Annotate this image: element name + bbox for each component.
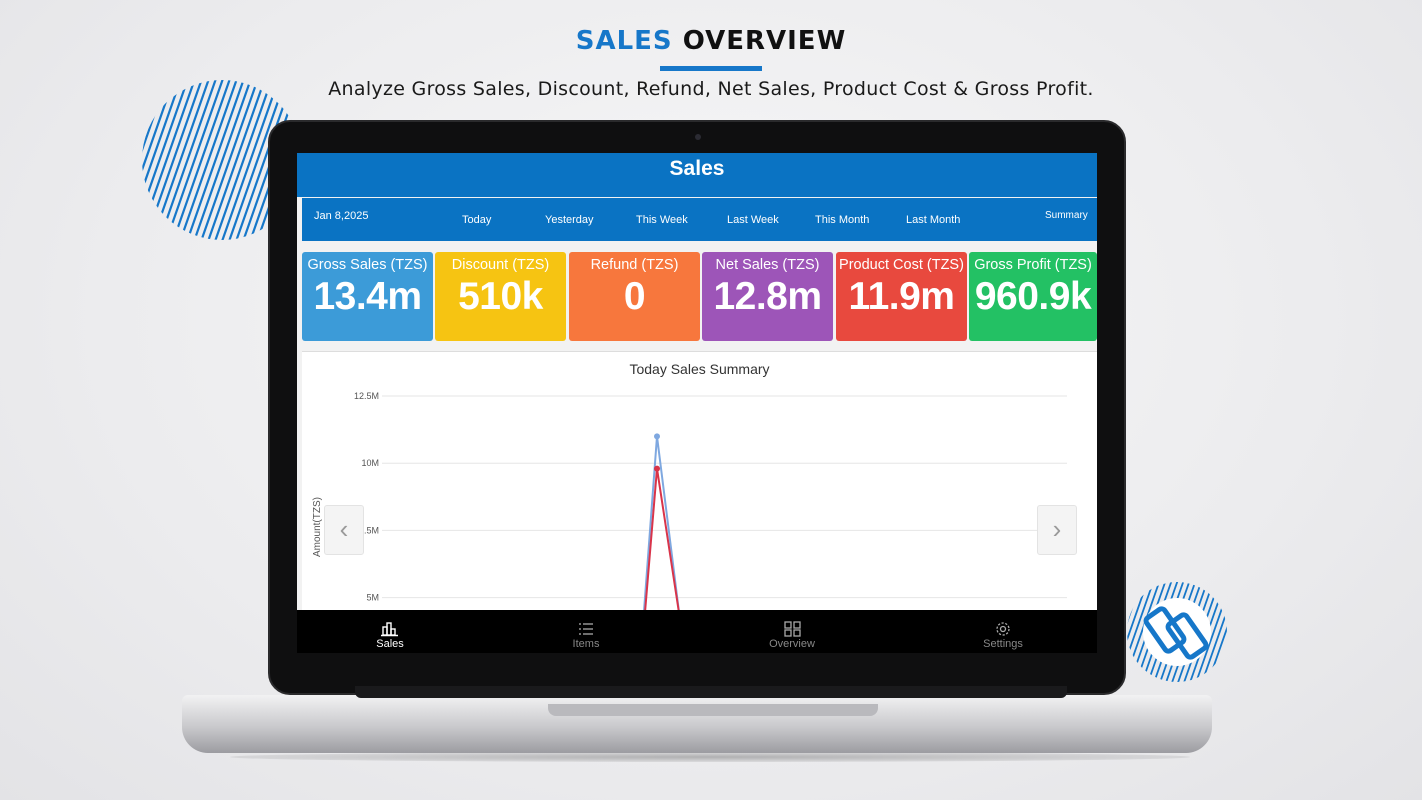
laptop-notch (548, 704, 878, 716)
headline-rest: OVERVIEW (682, 26, 847, 56)
laptop-hinge (355, 686, 1067, 698)
card-value: 13.4m (313, 275, 422, 318)
list-icon (579, 623, 593, 635)
card-discount[interactable]: Discount (TZS) 510k (435, 252, 566, 341)
promo-subtitle: Analyze Gross Sales, Discount, Refund, N… (328, 78, 1094, 100)
tab-this-week[interactable]: This Week (636, 214, 688, 226)
tab-this-month[interactable]: This Month (815, 214, 870, 226)
card-gross-profit[interactable]: Gross Profit (TZS) 960.9k (969, 252, 1097, 341)
card-label: Product Cost (TZS) (839, 257, 964, 273)
tab-yesterday[interactable]: Yesterday (545, 214, 594, 226)
card-value: 510k (458, 275, 543, 318)
headline-accent: SALES (575, 26, 673, 56)
card-product-cost[interactable]: Product Cost (TZS) 11.9m (836, 252, 967, 341)
nav-sales[interactable]: Sales (345, 620, 435, 650)
tab-last-month[interactable]: Last Month (906, 214, 961, 226)
nav-items[interactable]: Items (541, 620, 631, 650)
nav-settings[interactable]: Settings (958, 620, 1048, 650)
card-net-sales[interactable]: Net Sales (TZS) 12.8m (702, 252, 833, 341)
bottom-navigation: Sales Items Overview Settings (297, 610, 1097, 653)
period-tabs: Jan 8,2025 Today Yesterday This Week Las… (302, 198, 1097, 241)
gear-icon (996, 622, 1010, 636)
bar-chart-icon (381, 622, 398, 637)
card-label: Discount (TZS) (451, 257, 550, 273)
card-label: Net Sales (TZS) (715, 257, 820, 273)
decorative-striped-circle-right (1127, 582, 1227, 682)
y-axis-label: Amount(TZS) (312, 497, 323, 557)
date-label[interactable]: Jan 8,2025 (314, 210, 369, 222)
y-tick-label: 10M (361, 458, 379, 468)
headline-underline (660, 66, 762, 71)
chart-prev-button[interactable]: ‹ (324, 505, 364, 555)
nav-label: Items (572, 638, 600, 650)
laptop-camera (695, 134, 701, 140)
y-tick-label: 5M (366, 593, 379, 603)
data-point[interactable] (654, 433, 660, 440)
promo-headline: SALES OVERVIEW (0, 26, 1422, 56)
series-line (642, 436, 681, 612)
y-tick-label: 7.5M (359, 525, 379, 535)
card-value: 0 (623, 275, 646, 318)
card-value: 960.9k (974, 275, 1092, 318)
grid-icon (784, 621, 801, 637)
nav-label: Settings (983, 638, 1023, 650)
sales-chart-panel: Today Sales Summary 2.5M5M7.5M10M12.5MAm… (302, 351, 1097, 612)
app-title: Sales (297, 153, 1097, 197)
card-gross-sales[interactable]: Gross Sales (TZS) 13.4m (302, 252, 433, 341)
nav-label: Sales (376, 638, 404, 650)
nav-overview[interactable]: Overview (747, 620, 837, 650)
brand-logo-icon (1143, 606, 1209, 660)
nav-label: Overview (769, 638, 815, 650)
card-value: 11.9m (848, 275, 955, 318)
tab-today[interactable]: Today (462, 214, 492, 226)
card-label: Gross Profit (TZS) (974, 257, 1092, 273)
card-label: Refund (TZS) (590, 257, 679, 273)
series-line (644, 468, 680, 612)
laptop-shadow (230, 752, 1190, 762)
card-label: Gross Sales (TZS) (307, 257, 428, 273)
tab-last-week[interactable]: Last Week (727, 214, 779, 226)
y-tick-label: 12.5M (354, 391, 379, 401)
chart-next-button[interactable]: › (1037, 505, 1077, 555)
chart-title: Today Sales Summary (629, 361, 770, 377)
data-point[interactable] (654, 465, 660, 472)
app-screen: Sales Jan 8,2025 Today Yesterday This We… (297, 153, 1097, 653)
summary-link[interactable]: Summary (1045, 210, 1088, 221)
card-refund[interactable]: Refund (TZS) 0 (569, 252, 700, 341)
card-value: 12.8m (713, 275, 822, 318)
